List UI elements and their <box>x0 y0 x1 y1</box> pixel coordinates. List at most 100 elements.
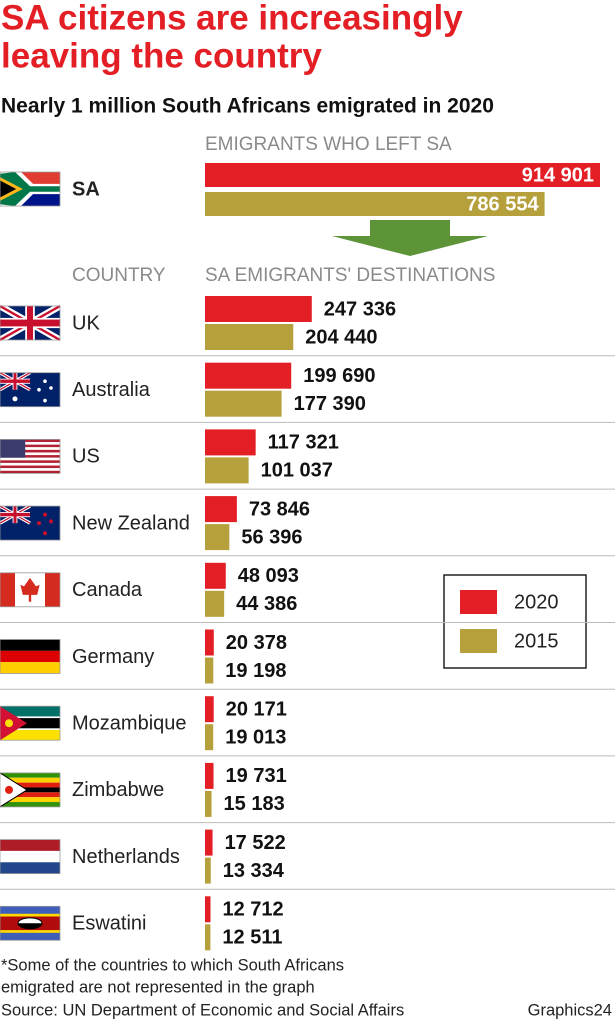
value-label: 19 013 <box>225 726 286 748</box>
chart-title: EMIGRANTS WHO LEFT SA <box>205 134 452 155</box>
flag-part <box>0 772 28 791</box>
flag <box>0 839 61 874</box>
flag-part <box>0 455 60 458</box>
value-label: 12 712 <box>222 899 283 921</box>
category-label: SA <box>72 178 100 200</box>
category-label: Netherlands <box>72 846 180 868</box>
flag-border <box>0 171 61 207</box>
flag-part <box>0 789 28 808</box>
note: emigrated are not represented in the gra… <box>1 978 315 996</box>
flag-part <box>0 772 60 778</box>
flag-part <box>0 728 60 741</box>
flag-part <box>0 452 60 456</box>
flag-border <box>0 839 61 874</box>
value-label: 44 386 <box>236 593 297 615</box>
flag-part <box>0 717 60 729</box>
bar <box>205 163 600 187</box>
subtitle: Nearly 1 million South Africans emigrate… <box>1 95 494 118</box>
flag-part <box>0 639 60 651</box>
flag-border <box>0 505 61 541</box>
flag-part <box>0 439 26 458</box>
bar <box>205 324 294 350</box>
bar <box>205 496 237 523</box>
value-label: 20 171 <box>226 698 287 720</box>
flag-border <box>0 772 61 808</box>
category-label: Australia <box>72 379 151 401</box>
bar <box>205 192 545 216</box>
bar <box>205 896 211 923</box>
flag-border <box>0 572 61 608</box>
bar <box>205 429 256 456</box>
bar <box>205 390 282 417</box>
flag-part <box>0 447 60 450</box>
flag-border <box>0 305 61 341</box>
flag <box>0 639 61 674</box>
flag-part <box>0 470 60 474</box>
flag <box>0 171 61 207</box>
flag-part <box>0 839 60 851</box>
bar <box>205 362 292 389</box>
value-label: 101 037 <box>261 460 333 482</box>
source: Source: UN Department of Economic and So… <box>1 1001 404 1019</box>
flag-part <box>45 572 60 607</box>
chart-title: SA EMIGRANTS' DESTINATIONS <box>205 265 495 286</box>
legend-swatch <box>460 590 497 614</box>
flag-part <box>0 449 60 453</box>
flag-part <box>0 572 15 607</box>
flag-part <box>5 785 13 794</box>
flag-part <box>0 662 60 674</box>
value-label: 199 690 <box>303 365 375 387</box>
legend-swatch <box>460 629 497 653</box>
category-label: New Zealand <box>72 512 190 534</box>
flag-part <box>0 782 60 788</box>
arrow <box>332 220 488 256</box>
flag-part <box>37 521 41 526</box>
value-label: 12 511 <box>222 927 282 949</box>
flag-part <box>0 457 60 461</box>
note: *Some of the countries to which South Af… <box>1 956 344 974</box>
legend-label: 2015 <box>514 630 559 652</box>
flag-part <box>0 172 60 206</box>
flag-border <box>0 639 61 674</box>
flag-part <box>20 577 40 602</box>
bar <box>205 924 211 951</box>
flag-border <box>0 705 61 741</box>
bar <box>205 296 312 322</box>
flag-border <box>0 438 61 474</box>
flag-part <box>12 396 18 402</box>
flag-part <box>43 379 47 384</box>
flag <box>0 504 61 541</box>
category-label: Mozambique <box>72 712 187 734</box>
value-label: 73 846 <box>249 498 310 520</box>
category-label: UK <box>72 312 100 334</box>
category-label: Zimbabwe <box>72 779 164 801</box>
value-label: 13 334 <box>223 860 285 882</box>
flag-part <box>0 180 17 198</box>
flag-part <box>0 787 60 793</box>
flag-part <box>37 387 41 392</box>
value-label: 914 901 <box>522 164 594 186</box>
category-label: Eswatini <box>72 913 146 935</box>
flag-part <box>43 512 47 517</box>
value-label: 204 440 <box>305 326 377 348</box>
category-title: COUNTRY <box>72 265 166 286</box>
bar <box>205 829 213 856</box>
bar <box>205 657 214 684</box>
flag <box>0 572 61 608</box>
flag-part <box>0 706 60 718</box>
flag-part <box>0 465 60 469</box>
flag-part <box>0 468 60 471</box>
flag-part <box>0 716 60 719</box>
bar <box>205 457 249 484</box>
flag-part <box>0 462 60 466</box>
value-label: 177 390 <box>294 393 366 415</box>
value-label: 48 093 <box>238 565 299 587</box>
flag-part <box>0 802 60 807</box>
flag-part <box>0 460 60 463</box>
flag-border <box>0 905 61 941</box>
value-label: 19 198 <box>225 660 286 682</box>
legend-label: 2020 <box>514 591 559 613</box>
flag-part <box>0 850 60 863</box>
bar <box>205 562 226 589</box>
